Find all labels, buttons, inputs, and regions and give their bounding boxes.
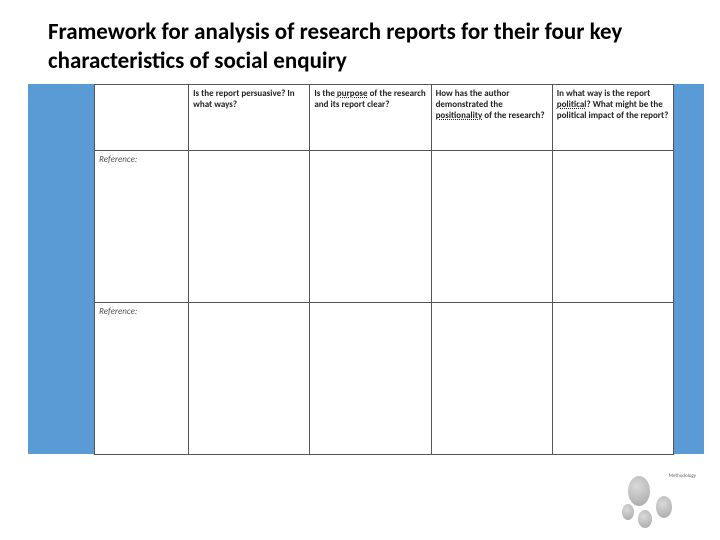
page-title: Framework for analysis of research repor… xyxy=(0,0,720,84)
fingerprint-icon xyxy=(628,476,650,506)
cell xyxy=(552,150,673,302)
slide-body: Is the report persuasive? In what ways? … xyxy=(0,84,720,484)
cell xyxy=(189,302,310,454)
cell xyxy=(310,150,431,302)
blue-bar-right xyxy=(674,84,704,454)
framework-table: Is the report persuasive? In what ways? … xyxy=(94,84,674,455)
framework-table-wrap: Is the report persuasive? In what ways? … xyxy=(94,84,674,454)
col-header-positionality: How has the author demonstrated the posi… xyxy=(431,84,552,150)
reference-cell: Reference: xyxy=(95,150,189,302)
header-corner xyxy=(95,84,189,150)
footer-caption: Methodology xyxy=(669,474,696,480)
fingerprint-icon xyxy=(656,496,672,518)
fingerprint-icon xyxy=(638,510,652,528)
cell xyxy=(310,302,431,454)
cell xyxy=(431,150,552,302)
table-row: Reference: xyxy=(95,150,674,302)
col-header-persuasive: Is the report persuasive? In what ways? xyxy=(189,84,310,150)
footer-decorative-image: Methodology xyxy=(616,474,696,534)
fingerprint-icon xyxy=(622,504,634,520)
table-row: Reference: xyxy=(95,302,674,454)
cell xyxy=(431,302,552,454)
reference-cell: Reference: xyxy=(95,302,189,454)
cell xyxy=(189,150,310,302)
blue-bar-left xyxy=(28,84,94,454)
table-header-row: Is the report persuasive? In what ways? … xyxy=(95,84,674,150)
col-header-political: In what way is the report political? Wha… xyxy=(552,84,673,150)
col-header-purpose: Is the purpose of the research and its r… xyxy=(310,84,431,150)
cell xyxy=(552,302,673,454)
